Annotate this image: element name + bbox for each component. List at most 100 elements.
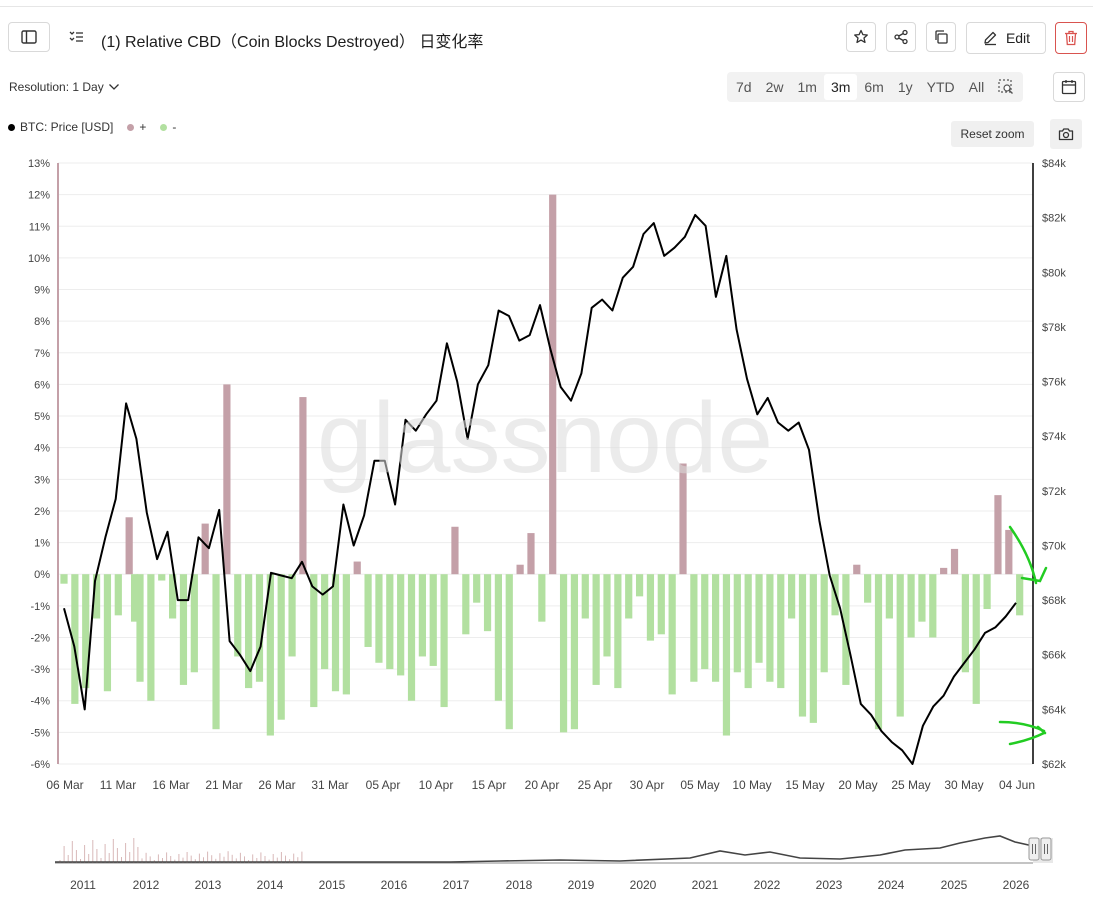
page-title: (1) Relative CBD（Coin Blocks Destroyed） … [101,34,484,51]
resolution-select[interactable]: Resolution: 1 Day [9,80,120,94]
star-icon [854,29,868,44]
bar-negative [1016,574,1024,616]
bar-positive [299,397,307,575]
bar-positive [527,533,535,575]
y-left-tick-label: -6% [30,759,50,771]
sidebar-toggle-icon [21,30,37,44]
bar-positive [549,194,557,575]
navigator-tick-label: 2017 [443,878,470,892]
bar-negative [907,574,915,638]
range-button-6m[interactable]: 6m [864,79,884,95]
bar-negative [342,574,350,695]
navigator-handle[interactable] [1028,837,1040,861]
reset-zoom-button[interactable]: Reset zoom [951,121,1034,147]
date-range-button[interactable] [1053,72,1085,102]
range-button-1y[interactable]: 1y [897,79,913,95]
range-button-7d[interactable]: 7d [736,79,752,95]
navigator-handle[interactable] [1040,837,1052,861]
bar-negative [266,574,274,736]
bar-negative [929,574,937,638]
zoom-select-button[interactable] [991,74,1021,100]
copy-icon [935,30,948,44]
y-right-tick-label: $68k [1042,595,1066,607]
export-image-button[interactable] [1050,119,1082,149]
bar-negative [733,574,741,673]
bar-negative [722,574,731,736]
bar-negative [473,574,481,603]
x-tick-label: 30 Apr [630,778,665,792]
bar-negative [668,574,676,695]
list-icon[interactable] [68,30,84,49]
navigator-tick-label: 2026 [1003,878,1030,892]
bar-negative [179,574,188,685]
x-tick-label: 21 Mar [205,778,242,792]
bar-negative [386,574,394,670]
y-right-tick-label: $66k [1042,650,1066,662]
range-selector: 7d 2w 1m 3m 6m 1y YTD All [727,72,1024,102]
y-left-tick-label: -5% [30,727,50,739]
bar-negative [614,574,622,689]
y-right-tick-label: $70k [1042,540,1066,552]
range-button-ytd[interactable]: YTD [926,79,955,95]
bar-positive [201,523,209,575]
legend-item-price[interactable]: BTC: Price [USD] [8,120,113,134]
x-tick-label: 20 May [838,778,877,792]
bar-negative [158,574,166,581]
bar-negative [277,574,285,720]
range-button-2w[interactable]: 2w [765,79,784,95]
bar-negative [505,574,513,730]
bar-positive [223,384,231,575]
x-tick-label: 20 Apr [525,778,560,792]
navigator-tick-label: 2013 [195,878,222,892]
bar-negative [462,574,470,635]
legend-swatch-price [8,123,15,131]
bar-negative [375,574,383,663]
navigator-tick-label: 2025 [941,878,968,892]
bar-negative [788,574,796,619]
bar-negative [114,574,122,616]
bar-negative [407,574,416,701]
bar-positive [451,526,459,575]
trash-icon [1065,30,1077,46]
favorite-button[interactable] [846,22,876,52]
navigator-tick-label: 2021 [692,878,719,892]
x-tick-label: 16 Mar [152,778,189,792]
bar-negative [744,574,752,689]
bar-negative [92,574,101,619]
x-tick-label: 10 Apr [419,778,454,792]
legend-item-negative[interactable]: - [160,120,176,134]
chevron-down-icon [108,84,119,90]
legend-item-positive[interactable]: + [127,120,146,134]
bar-negative [234,574,242,657]
y-left-tick-label: 5% [34,411,50,423]
bar-negative [147,574,155,701]
y-right-tick-label: $76k [1042,377,1066,389]
range-button-3m[interactable]: 3m [823,74,858,100]
y-left-tick-label: 3% [34,474,50,486]
delete-button[interactable] [1055,22,1087,54]
annotation-arrow-bottom [998,720,1047,746]
duplicate-button[interactable] [926,22,956,52]
legend-label-negative: - [172,120,177,134]
y-left-tick-label: 11% [29,221,50,233]
y-left-tick-label: 0% [34,569,50,581]
range-button-all[interactable]: All [968,79,985,95]
bar-negative [103,574,112,692]
range-button-1m[interactable]: 1m [797,79,817,95]
sidebar-toggle-button[interactable] [8,22,50,52]
legend-swatch-positive [127,123,135,131]
zoom-select-icon [998,79,1014,94]
bar-negative [321,574,329,670]
y-left-tick-label: 12% [28,190,50,202]
bar-negative [440,574,448,708]
bar-negative [570,574,579,730]
bar-negative [82,574,90,689]
y-left-tick-label: 4% [34,443,50,455]
bar-negative [918,574,926,622]
share-button[interactable] [886,22,916,52]
bar-negative [136,574,144,682]
bar-negative [60,574,68,584]
y-left-tick-label: 7% [34,348,50,360]
edit-button[interactable]: Edit [966,22,1046,54]
